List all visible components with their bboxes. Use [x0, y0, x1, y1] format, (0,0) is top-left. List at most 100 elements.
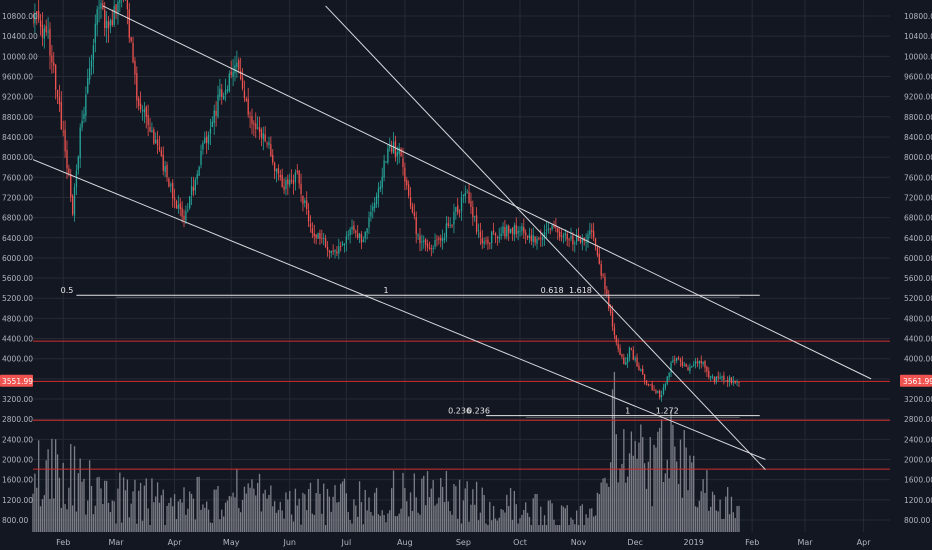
candle-body: [100, 3, 102, 9]
volume-bar: [285, 492, 287, 532]
volume-bar: [60, 507, 62, 532]
time-tick-label: Jul: [341, 538, 352, 547]
candle-body: [596, 247, 599, 256]
volume-bar: [70, 444, 72, 532]
candle-body: [568, 239, 570, 241]
volume-bar: [570, 517, 572, 532]
volume-bar: [238, 507, 240, 532]
volume-bar: [109, 511, 112, 532]
volume-bar: [651, 506, 653, 532]
candle-body: [730, 377, 733, 384]
last-price-tags: 3551.99 3561.99: [0, 374, 932, 387]
volume-bar: [685, 447, 687, 532]
candle-body: [547, 229, 549, 231]
volume-bar: [217, 486, 219, 532]
volume-bar: [362, 524, 365, 532]
trendline: [33, 159, 766, 460]
volume-bar: [324, 525, 327, 532]
candle-body: [645, 380, 648, 385]
candle-body: [226, 89, 229, 91]
volume-bar: [241, 499, 244, 532]
volume-bar: [513, 491, 516, 532]
candle-body: [179, 203, 181, 209]
price-tick-label: 8800.00: [2, 113, 33, 122]
candle-body: [292, 180, 295, 185]
volume-bar: [323, 483, 325, 532]
volume-bar: [141, 520, 144, 532]
candle-body: [530, 235, 533, 242]
candle-body: [34, 13, 36, 23]
volume-bar: [222, 516, 225, 532]
candle-body: [177, 204, 180, 209]
candle-body: [353, 225, 355, 231]
volume-bar: [668, 478, 670, 532]
candle-body: [173, 197, 176, 201]
candle-body: [60, 102, 62, 130]
volume-bar: [374, 492, 376, 532]
volume-bar: [626, 476, 629, 532]
candle-body: [649, 384, 651, 386]
volume-bar: [591, 508, 593, 532]
volume-bar: [64, 504, 66, 532]
candle-body: [502, 226, 504, 234]
volume-bar: [674, 446, 676, 532]
candle-body: [383, 160, 385, 178]
candle-body: [372, 206, 374, 211]
volume-bar: [562, 506, 565, 532]
candle-body: [113, 5, 115, 25]
candle-body: [296, 170, 298, 173]
volume-bar: [725, 496, 727, 532]
candle-body: [136, 73, 138, 101]
volume-bar: [738, 505, 740, 532]
fib-label: 0.236: [448, 407, 471, 416]
time-tick-label: 2019: [684, 538, 704, 547]
volume-bar: [328, 496, 331, 532]
volume-bar: [441, 486, 444, 532]
volume-bar: [147, 508, 149, 532]
candle-body: [677, 357, 680, 359]
volume-bar: [319, 493, 321, 532]
candle-body: [222, 95, 225, 100]
candle-body: [577, 234, 580, 241]
volume-bar: [341, 481, 344, 532]
candle-body: [366, 228, 368, 233]
candle-body: [655, 390, 657, 393]
candle-body: [621, 354, 623, 357]
candle-body: [277, 167, 280, 174]
volume-bar: [383, 515, 385, 532]
volume-bar: [338, 501, 340, 532]
volume-bar: [56, 454, 59, 532]
candle-body: [628, 347, 631, 358]
volume-bar: [402, 472, 404, 532]
candle-body: [438, 238, 440, 240]
volume-bar: [77, 473, 79, 532]
candle-body: [302, 195, 304, 204]
volume-bar: [666, 459, 668, 532]
candle-body: [564, 233, 566, 236]
candle-body: [653, 389, 655, 391]
candle-body: [153, 129, 155, 144]
volume-bar: [676, 461, 678, 532]
price-tick-label: 4000.00: [2, 355, 33, 364]
candle-body: [651, 383, 653, 391]
candle-body: [251, 116, 253, 124]
candle-body: [290, 179, 293, 182]
candle-body: [432, 248, 434, 249]
price-tick-label: 1600.00: [2, 476, 33, 485]
volume-bar: [502, 509, 504, 532]
candle-body: [500, 233, 502, 236]
candle-body: [247, 98, 249, 115]
candle-body: [275, 169, 278, 172]
volume-bar: [543, 515, 546, 532]
time-tick-label: May: [223, 538, 240, 547]
volume-bar: [506, 494, 508, 532]
candle-body: [604, 276, 606, 290]
price-tick-label: 9200.00: [904, 93, 932, 102]
candle-body: [332, 250, 334, 252]
candle-body: [664, 383, 667, 388]
candle-body: [727, 379, 729, 383]
candle-body: [702, 361, 704, 364]
candle-body: [324, 238, 327, 248]
candle-body: [600, 264, 602, 276]
